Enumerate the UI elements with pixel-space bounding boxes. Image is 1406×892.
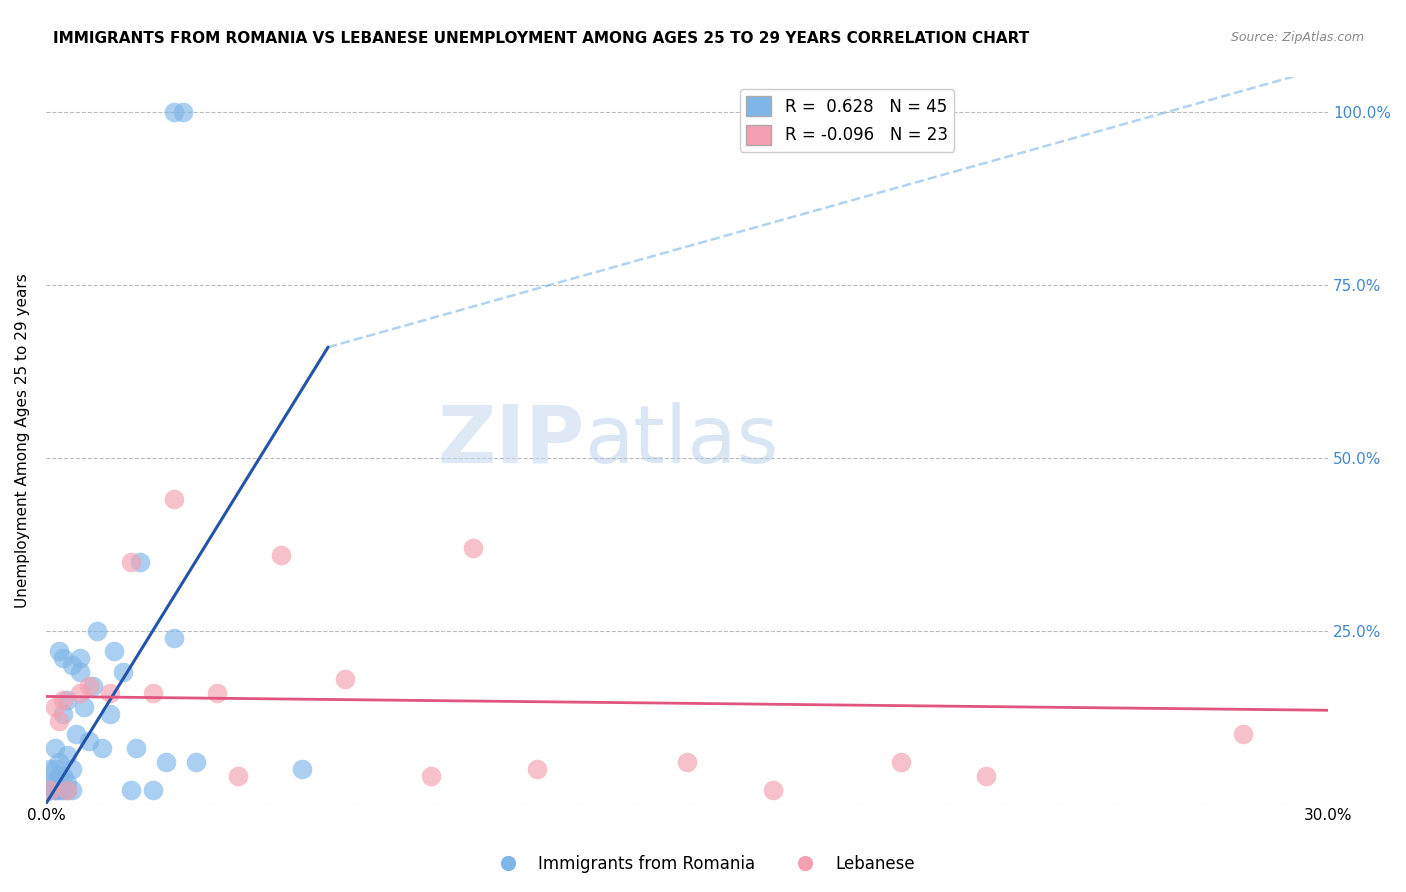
Point (205, 686, 228, 700)
Point (172, 105, 194, 120)
Text: ZIP: ZIP (437, 401, 585, 480)
Point (65, 727, 87, 741)
Point (419, 769, 441, 783)
Text: atlas: atlas (585, 401, 779, 480)
Point (52, 693, 75, 707)
Point (39, 762, 62, 776)
Point (163, 492, 186, 507)
Point (39, 782, 62, 797)
Point (39, 782, 62, 797)
Point (60, 762, 83, 776)
Point (60, 782, 83, 797)
Point (98, 686, 121, 700)
Point (291, 762, 314, 776)
Point (163, 631, 186, 645)
Point (120, 555, 142, 569)
Point (142, 686, 165, 700)
Point (56, 782, 79, 797)
Point (86, 624, 108, 638)
Point (56, 782, 79, 797)
Point (69, 665, 91, 680)
Point (56, 748, 79, 763)
Point (120, 782, 142, 797)
Point (44, 782, 66, 797)
Point (463, 541, 485, 555)
Point (44, 782, 66, 797)
Point (60, 658, 83, 673)
Point (761, 782, 783, 797)
Point (56, 693, 79, 707)
Point (226, 769, 249, 783)
Point (48, 782, 70, 797)
Point (39, 776, 62, 790)
Point (526, 762, 548, 776)
Point (77, 679, 100, 693)
Point (52, 769, 75, 783)
Point (56, 776, 79, 790)
Point (163, 105, 186, 120)
Point (111, 665, 134, 680)
Text: Source: ZipAtlas.com: Source: ZipAtlas.com (1230, 31, 1364, 45)
Point (39, 782, 62, 797)
Point (155, 755, 177, 769)
Point (82, 679, 104, 693)
Point (1232, 727, 1254, 741)
Point (270, 548, 292, 562)
Text: IMMIGRANTS FROM ROMANIA VS LEBANESE UNEMPLOYMENT AMONG AGES 25 TO 29 YEARS CORRE: IMMIGRANTS FROM ROMANIA VS LEBANESE UNEM… (53, 31, 1029, 46)
Point (52, 651, 75, 665)
Point (676, 755, 699, 769)
Point (44, 741, 66, 756)
Point (142, 782, 165, 797)
Point (974, 769, 997, 783)
Point (48, 755, 70, 769)
Point (129, 555, 152, 569)
Point (69, 651, 91, 665)
Point (48, 644, 70, 658)
Point (333, 672, 356, 686)
Point (73, 699, 96, 714)
Point (184, 755, 207, 769)
Point (48, 714, 70, 728)
Point (48, 769, 70, 783)
Legend: Immigrants from Romania, Lebanese: Immigrants from Romania, Lebanese (485, 848, 921, 880)
Point (77, 734, 100, 748)
Point (69, 686, 91, 700)
Point (44, 699, 66, 714)
Point (52, 782, 75, 797)
Point (44, 776, 66, 790)
Point (890, 755, 912, 769)
Point (125, 741, 148, 756)
Point (90, 741, 112, 756)
Point (44, 762, 66, 776)
Legend: R =  0.628   N = 45, R = -0.096   N = 23: R = 0.628 N = 45, R = -0.096 N = 23 (740, 89, 955, 152)
Point (98, 706, 121, 721)
Y-axis label: Unemployment Among Ages 25 to 29 years: Unemployment Among Ages 25 to 29 years (15, 273, 30, 608)
Point (103, 644, 125, 658)
Point (52, 706, 75, 721)
